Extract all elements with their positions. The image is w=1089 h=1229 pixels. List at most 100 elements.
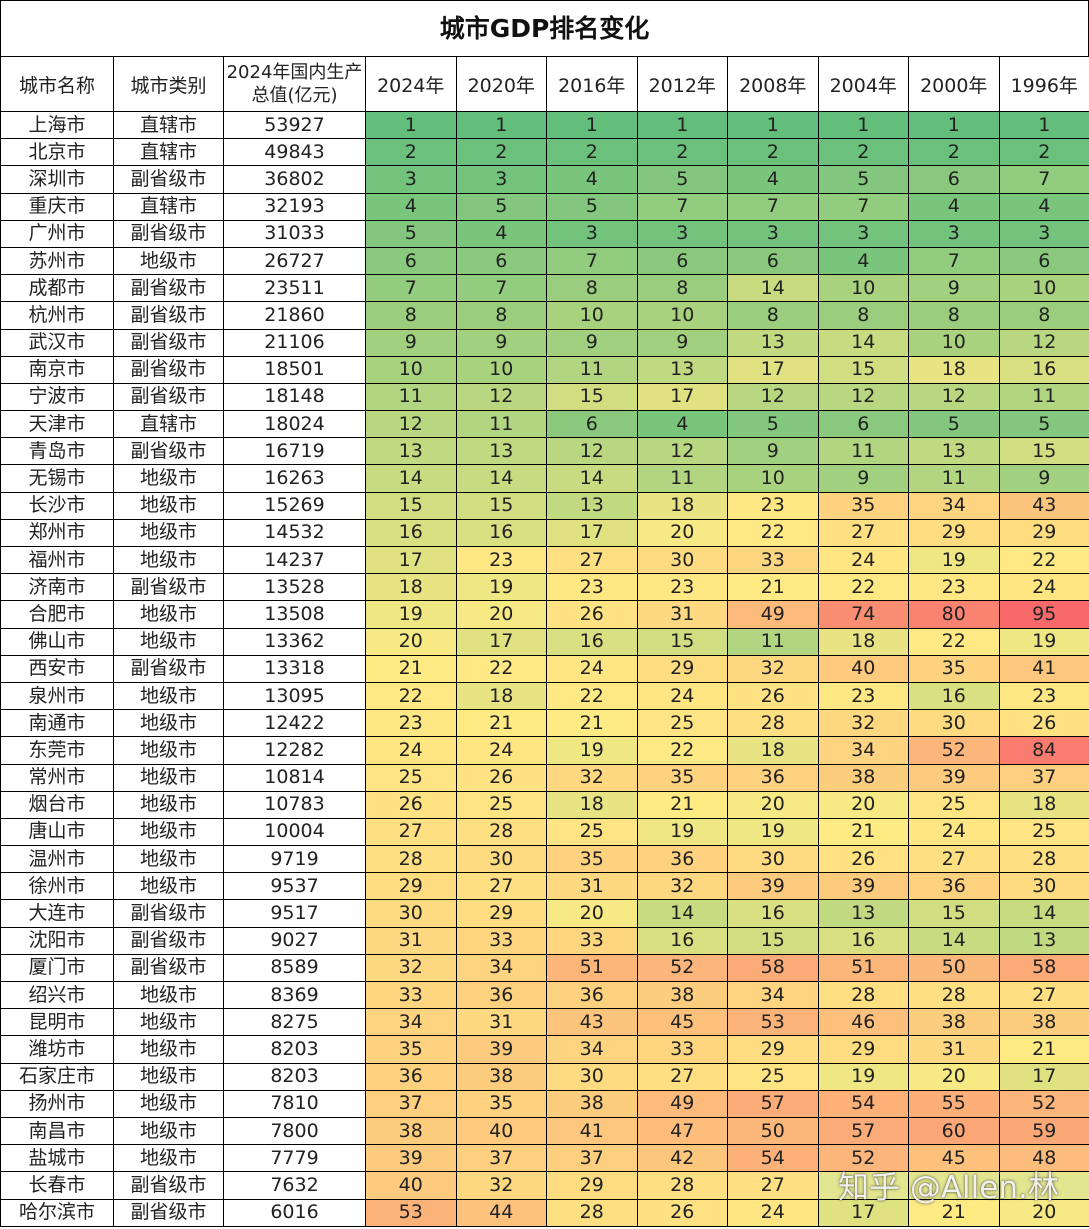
gdp-value: 9517 bbox=[223, 899, 366, 928]
column-header: 2016年 bbox=[546, 56, 638, 112]
rank-cell: 38 bbox=[455, 1062, 547, 1091]
rank-cell: 45 bbox=[636, 1008, 728, 1037]
city-type: 副省级市 bbox=[113, 1198, 224, 1227]
rank-value: 6 bbox=[947, 167, 960, 190]
table-row: 杭州市 副省级市 21860 8 8 10 10 8 8 8 8 bbox=[0, 301, 1089, 330]
rank-value: 34 bbox=[579, 1037, 604, 1060]
rank-cell: 3 bbox=[636, 219, 728, 248]
rank-cell: 12 bbox=[455, 382, 547, 412]
rank-cell: 38 bbox=[908, 1008, 1000, 1037]
rank-cell: 17 bbox=[636, 382, 728, 412]
city-type: 地级市 bbox=[113, 1062, 224, 1091]
table-row: 北京市 直辖市 49843 2 2 2 2 2 2 2 2 bbox=[0, 138, 1089, 167]
rank-cell: 40 bbox=[455, 1116, 547, 1146]
rank-cell: 17 bbox=[455, 627, 547, 656]
city-type: 地级市 bbox=[113, 845, 224, 874]
table-row: 成都市 副省级市 23511 7 7 8 8 14 10 9 10 bbox=[0, 274, 1089, 303]
rank-cell: 9 bbox=[817, 464, 909, 493]
table-row: 深圳市 副省级市 36802 3 3 4 5 4 5 6 7 bbox=[0, 165, 1089, 194]
rank-value: 50 bbox=[941, 956, 966, 979]
rank-value: 10 bbox=[670, 303, 695, 326]
rank-cell: 16 bbox=[636, 926, 728, 955]
rank-value: 5 bbox=[947, 412, 960, 435]
gdp-value: 10783 bbox=[223, 790, 366, 819]
city-type: 地级市 bbox=[113, 681, 224, 711]
rank-cell: 35 bbox=[546, 845, 638, 874]
rank-cell: 13 bbox=[365, 437, 457, 466]
city-name: 无锡市 bbox=[0, 464, 114, 493]
rank-value: 47 bbox=[670, 1119, 695, 1142]
rank-cell: 22 bbox=[908, 627, 1000, 656]
rank-cell: 8 bbox=[636, 274, 728, 303]
rank-cell: 19 bbox=[908, 545, 1000, 575]
rank-cell: 5 bbox=[998, 410, 1089, 439]
city-type: 地级市 bbox=[113, 545, 224, 575]
rank-cell: 74 bbox=[817, 600, 909, 629]
ranking-table: 城市名称 城市类别 2024年国内生产总值(亿元) 2024年 2020年 2016年 20… bbox=[0, 56, 1089, 1227]
rank-value: 13 bbox=[851, 902, 876, 925]
rank-cell: 23 bbox=[636, 573, 728, 602]
rank-cell: 25 bbox=[908, 790, 1000, 819]
city-name: 扬州市 bbox=[0, 1089, 114, 1118]
table-row: 石家庄市 地级市 8203 36 38 30 27 25 19 20 17 bbox=[0, 1062, 1089, 1091]
rank-cell: 24 bbox=[998, 573, 1089, 602]
rank-value: 51 bbox=[579, 956, 604, 979]
rank-cell: 6 bbox=[727, 246, 819, 276]
rank-cell: 28 bbox=[455, 817, 547, 847]
city-type: 副省级市 bbox=[113, 328, 224, 357]
rank-cell: 21 bbox=[365, 654, 457, 683]
rank-value: 26 bbox=[760, 684, 785, 707]
city-type: 地级市 bbox=[113, 1008, 224, 1037]
rank-cell: 18 bbox=[455, 681, 547, 711]
rank-cell: 48 bbox=[998, 1144, 1089, 1173]
rank-cell: 30 bbox=[365, 899, 457, 928]
rank-cell: 1 bbox=[546, 110, 638, 140]
rank-cell: 38 bbox=[817, 763, 909, 792]
rank-cell: 22 bbox=[455, 654, 547, 683]
rank-cell: 13 bbox=[636, 355, 728, 384]
rank-cell: 1 bbox=[998, 110, 1089, 140]
rank-cell: 8 bbox=[817, 301, 909, 330]
rank-cell: 95 bbox=[998, 600, 1089, 629]
rank-value: 15 bbox=[489, 494, 514, 517]
rank-cell: 9 bbox=[908, 274, 1000, 303]
rank-value: 55 bbox=[941, 1092, 966, 1115]
rank-value: 31 bbox=[579, 874, 604, 897]
rank-value: 3 bbox=[495, 167, 508, 190]
rank-cell: 84 bbox=[998, 736, 1089, 765]
header-row: 城市名称 城市类别 2024年国内生产总值(亿元) 2024年 2020年 2016年 20… bbox=[0, 56, 1089, 112]
rank-value: 35 bbox=[398, 1037, 423, 1060]
rank-cell: 9 bbox=[727, 437, 819, 466]
gdp-value: 13318 bbox=[223, 654, 366, 683]
rank-cell: 51 bbox=[546, 953, 638, 983]
rank-value: 28 bbox=[760, 711, 785, 734]
rank-value: 8 bbox=[495, 303, 508, 326]
city-name: 青岛市 bbox=[0, 437, 114, 466]
rank-cell: 36 bbox=[908, 872, 1000, 901]
rank-value: 7 bbox=[1038, 167, 1051, 190]
rank-value: 32 bbox=[760, 657, 785, 680]
rank-value: 29 bbox=[851, 1037, 876, 1060]
rank-value: 26 bbox=[579, 602, 604, 625]
rank-cell: 29 bbox=[455, 899, 547, 928]
rank-cell: 23 bbox=[908, 573, 1000, 602]
table-row: 哈尔滨市 副省级市 6016 53 44 28 26 24 17 21 20 bbox=[0, 1198, 1089, 1227]
rank-value: 30 bbox=[1032, 874, 1057, 897]
rank-cell: 41 bbox=[998, 654, 1089, 683]
rank-value: 6 bbox=[1038, 249, 1051, 272]
rank-cell: 3 bbox=[365, 165, 457, 194]
rank-cell: 20 bbox=[636, 518, 728, 548]
rank-value: 20 bbox=[670, 521, 695, 544]
rank-value: 25 bbox=[760, 1065, 785, 1088]
gdp-value: 21106 bbox=[223, 328, 366, 357]
rank-value: 2 bbox=[947, 140, 960, 163]
rank-cell: 4 bbox=[365, 192, 457, 221]
city-type: 副省级市 bbox=[113, 437, 224, 466]
rank-value: 49 bbox=[760, 602, 785, 625]
rank-cell: 41 bbox=[546, 1116, 638, 1146]
rank-value: 3 bbox=[404, 167, 417, 190]
rank-cell bbox=[908, 1171, 1000, 1200]
rank-cell: 14 bbox=[546, 464, 638, 493]
rank-cell: 2 bbox=[817, 138, 909, 167]
rank-value: 33 bbox=[579, 929, 604, 952]
